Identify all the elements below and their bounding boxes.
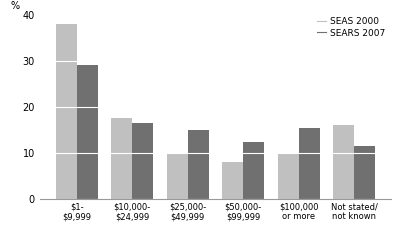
Bar <box>111 118 132 199</box>
Bar <box>243 142 264 199</box>
Bar <box>167 153 188 199</box>
Bar <box>299 128 320 199</box>
Bar <box>278 153 299 199</box>
Bar <box>333 125 355 199</box>
Bar <box>188 130 209 199</box>
Bar <box>222 162 243 199</box>
Bar <box>77 65 98 199</box>
Bar <box>132 123 153 199</box>
Bar <box>355 146 376 199</box>
Bar <box>56 24 77 199</box>
Y-axis label: %: % <box>10 1 19 11</box>
Legend: SEAS 2000, SEARS 2007: SEAS 2000, SEARS 2007 <box>316 15 387 40</box>
